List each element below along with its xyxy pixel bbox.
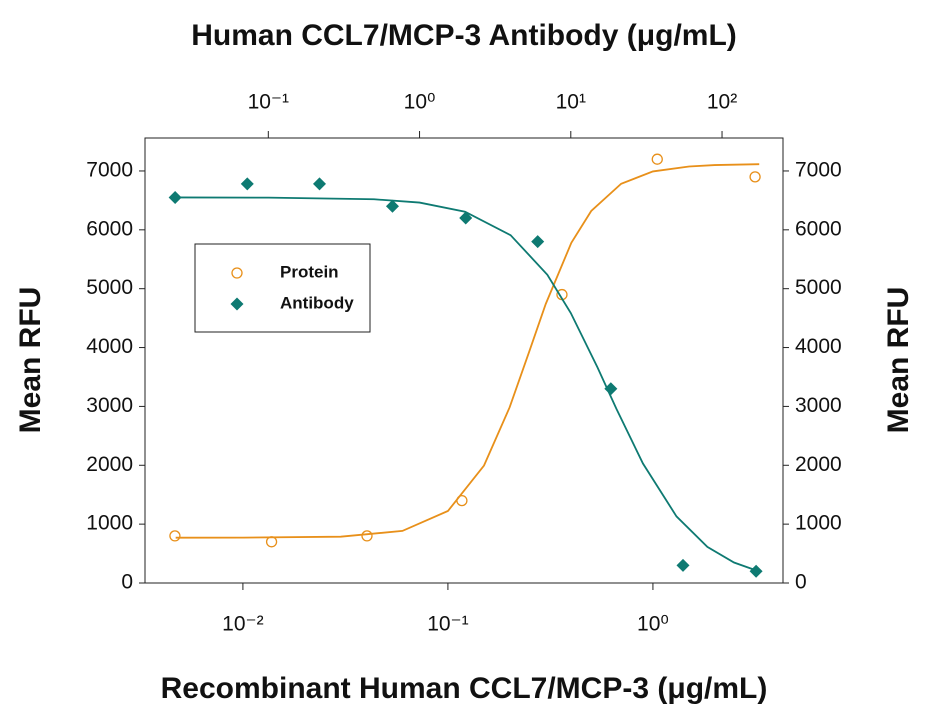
legend-marker [230, 297, 244, 311]
fit-curve [175, 196, 757, 572]
data-point [604, 382, 618, 396]
legend-marker [231, 267, 243, 279]
data-point [531, 235, 545, 249]
y-tick-label: 6000 [86, 217, 133, 240]
y2-tick-label: 2000 [795, 453, 842, 476]
x-tick-label: 10⁻¹ [427, 613, 468, 636]
y2-tick-label: 3000 [795, 394, 842, 417]
x-tick-label: 10⁻² [222, 613, 263, 636]
legend-label: Protein [280, 262, 339, 281]
y-tick-label: 2000 [86, 453, 133, 476]
x-tick-label: 10⁰ [637, 613, 669, 636]
data-point [749, 171, 761, 183]
data-point [651, 153, 663, 165]
x2-tick-label: 10⁻¹ [248, 91, 289, 114]
y-tick-label: 3000 [86, 394, 133, 417]
y2-tick-label: 7000 [795, 159, 842, 182]
y2-tick-label: 1000 [795, 512, 842, 535]
data-point [749, 564, 763, 578]
data-point [169, 530, 181, 542]
y2-tick-label: 4000 [795, 335, 842, 358]
y2-tick-label: 6000 [795, 217, 842, 240]
x2-tick-label: 10⁰ [404, 91, 436, 114]
y-tick-label: 1000 [86, 512, 133, 535]
data-point [385, 199, 399, 213]
data-point [312, 177, 326, 191]
data-point [676, 558, 690, 572]
data-point [240, 177, 254, 191]
y-tick-label: 7000 [86, 159, 133, 182]
y-tick-label: 4000 [86, 335, 133, 358]
data-point [456, 494, 468, 507]
y-tick-label: 0 [121, 571, 133, 594]
x2-tick-label: 10² [707, 91, 737, 114]
x-axis-label: Recombinant Human CCL7/MCP-3 (μg/mL) [161, 672, 768, 705]
data-point [361, 530, 373, 542]
y2-axis-label: Mean RFU [882, 287, 915, 434]
y-axis-label: Mean RFU [14, 287, 47, 434]
data-point [265, 536, 278, 548]
plot-frame [144, 137, 784, 584]
data-point [168, 190, 182, 204]
y2-tick-label: 0 [795, 571, 807, 594]
x2-tick-label: 10¹ [556, 91, 586, 114]
legend-box [194, 243, 371, 333]
data-point [459, 211, 473, 225]
legend-label: Antibody [280, 293, 354, 312]
y-tick-label: 5000 [86, 276, 133, 299]
x2-axis-label: Human CCL7/MCP-3 Antibody (μg/mL) [191, 19, 737, 52]
y2-tick-label: 5000 [795, 276, 842, 299]
